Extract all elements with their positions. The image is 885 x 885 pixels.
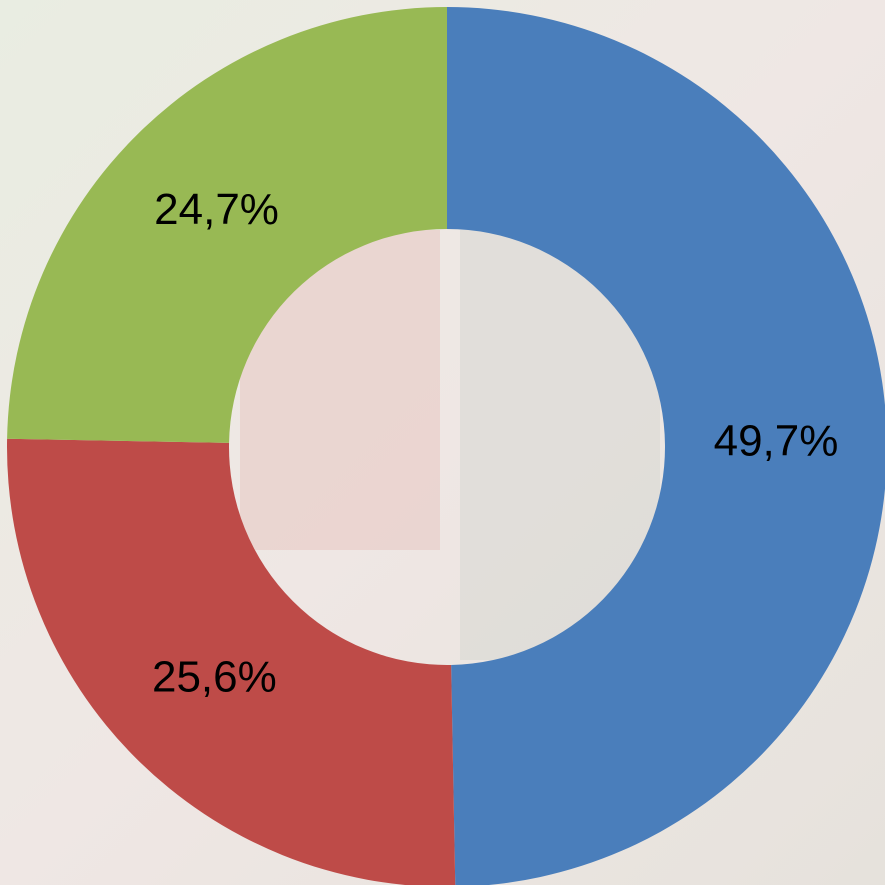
data-label: 49,7% bbox=[714, 417, 839, 466]
chart: 49,7% 25,6% 24,7% bbox=[0, 0, 885, 885]
page: {"chart_data": {"type": "donut", "values… bbox=[0, 0, 885, 885]
data-label: 24,7% bbox=[154, 185, 279, 234]
data-label: 25,6% bbox=[152, 652, 277, 701]
